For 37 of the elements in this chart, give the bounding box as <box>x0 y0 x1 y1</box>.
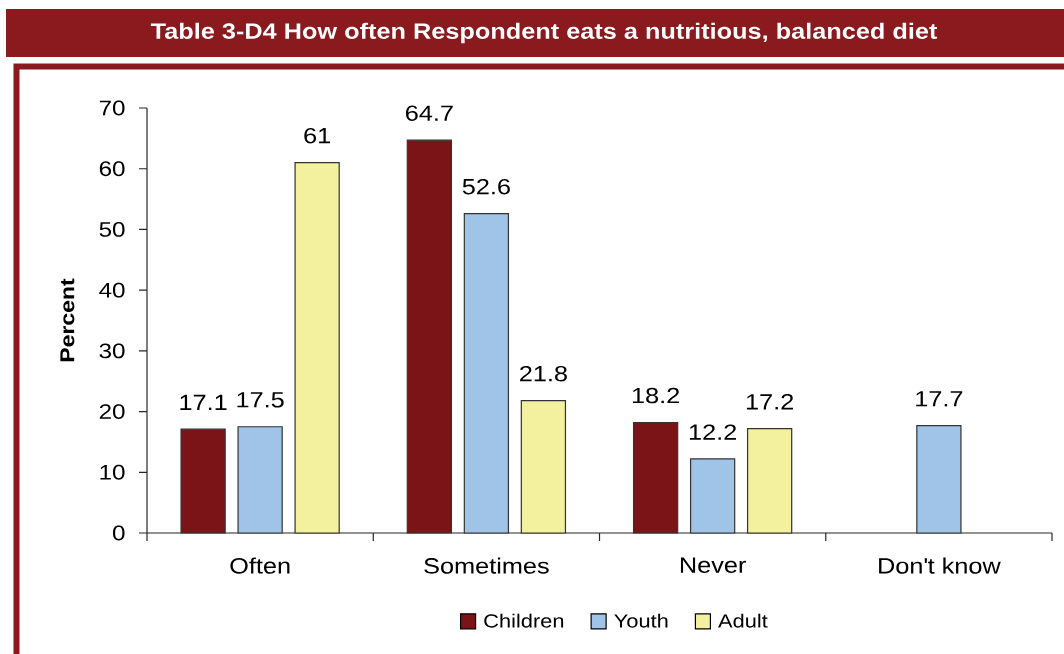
data-label: 61 <box>304 127 330 144</box>
bar <box>294 162 340 534</box>
x-tick-label: Often <box>230 557 290 574</box>
data-label: 64.7 <box>406 105 453 121</box>
y-axis-title: Percent <box>60 278 75 362</box>
legend-label: Youth <box>614 613 668 628</box>
y-tick-label: 30 <box>99 343 125 359</box>
legend-label: Adult <box>718 613 768 628</box>
y-tick-label: 60 <box>99 161 125 177</box>
x-tick-label: Never <box>680 557 746 573</box>
y-tick-label: 40 <box>99 282 125 298</box>
bar <box>689 458 736 534</box>
data-label: 21.8 <box>520 365 567 382</box>
y-tick-label: 10 <box>100 464 125 480</box>
bar <box>406 139 453 534</box>
bar <box>632 421 679 534</box>
bar <box>916 424 962 534</box>
y-tick-label: 0 <box>112 525 125 541</box>
data-label: 18.2 <box>632 387 679 404</box>
y-tick-label: 50 <box>99 222 125 237</box>
data-label: 17.7 <box>916 391 963 407</box>
bar <box>237 426 283 534</box>
bar <box>746 427 793 534</box>
chart-title: Table 3-D4 How often Respondent eats a nutritious, balanced diet <box>150 22 938 44</box>
data-label: 52.6 <box>462 178 510 195</box>
bar <box>180 428 226 534</box>
bar <box>463 213 510 534</box>
data-label: 17.2 <box>746 394 793 410</box>
x-tick-label: Don't know <box>879 557 1001 574</box>
bar <box>520 400 567 534</box>
y-tick-label: 70 <box>99 100 125 116</box>
data-label: 12.2 <box>689 424 736 440</box>
x-tick-label: Sometimes <box>424 557 549 574</box>
data-label: 17.5 <box>237 392 284 408</box>
y-tick-label: 20 <box>99 404 125 420</box>
legend-label: Children <box>484 613 564 628</box>
data-label: 17.1 <box>180 394 227 410</box>
